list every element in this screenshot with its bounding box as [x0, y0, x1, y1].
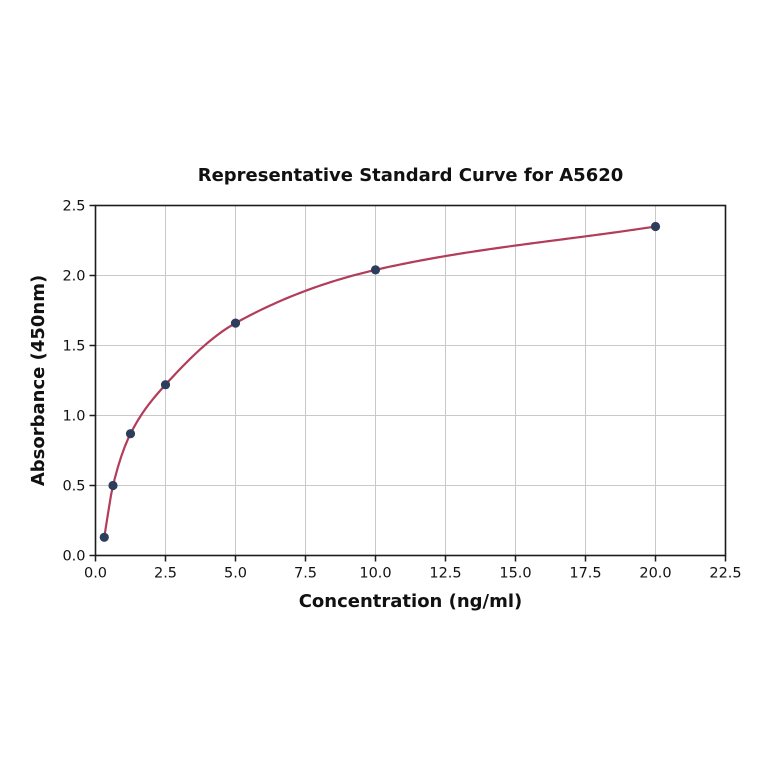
tick-layer: 0.0 2.5 5.0 7.5 10.0 12.5 15.0 17.5 20.0 22.5 0.0 0… — [62, 199, 741, 582]
x-tick-label: 5.0 — [224, 566, 247, 582]
data-point — [99, 532, 109, 542]
data-point — [230, 318, 241, 328]
x-tick-label: 7.5 — [294, 566, 317, 582]
y-tick-label: 0.0 — [62, 549, 85, 565]
y-tick-label: 0.5 — [62, 479, 85, 495]
series-layer — [99, 221, 661, 542]
y-tick-label: 1.5 — [62, 339, 85, 355]
y-tick-label: 2.5 — [62, 199, 85, 215]
standard-curve-line — [103, 225, 657, 539]
data-point — [108, 480, 118, 491]
x-tick-label: 15.0 — [499, 566, 531, 582]
chart-title: Representative Standard Curve for A5620 — [198, 165, 624, 186]
data-point — [160, 380, 171, 390]
x-tick-label: 17.5 — [569, 566, 601, 582]
y-tick-label: 1.0 — [62, 409, 85, 425]
y-tick-label: 2.0 — [62, 269, 85, 285]
spine-layer — [94, 204, 727, 557]
plot-border — [94, 204, 727, 557]
x-tick-label: 12.5 — [429, 566, 461, 582]
data-point — [370, 265, 381, 275]
x-tick-label: 2.5 — [154, 566, 177, 582]
x-tick-label: 0.0 — [84, 566, 107, 582]
data-point — [125, 429, 136, 439]
x-tick-label: 22.5 — [709, 566, 741, 582]
y-axis-label: Absorbance (450nm) — [28, 275, 49, 486]
x-tick-label: 10.0 — [359, 566, 391, 582]
x-axis-label: Concentration (ng/ml) — [299, 591, 523, 612]
x-tick-label: 20.0 — [639, 566, 671, 582]
grid-layer — [95, 205, 726, 556]
data-point — [650, 221, 661, 232]
